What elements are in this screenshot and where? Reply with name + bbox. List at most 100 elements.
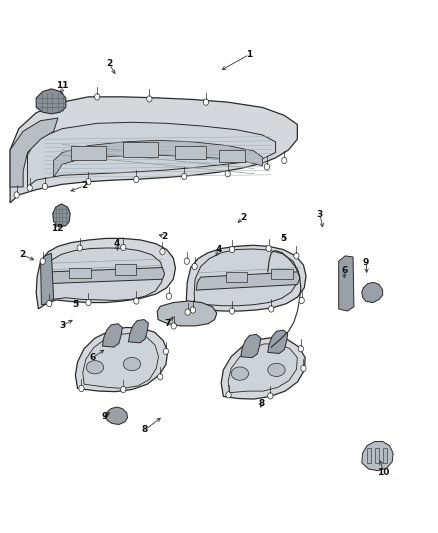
Text: 11: 11 — [56, 80, 69, 90]
Polygon shape — [47, 268, 165, 285]
Text: 2: 2 — [19, 251, 25, 260]
Polygon shape — [221, 337, 305, 399]
Circle shape — [192, 263, 197, 270]
Circle shape — [40, 258, 46, 264]
Circle shape — [268, 393, 273, 399]
Text: 2: 2 — [106, 60, 113, 68]
Bar — [69, 268, 91, 278]
Circle shape — [182, 173, 187, 180]
Ellipse shape — [268, 364, 285, 376]
Circle shape — [14, 192, 19, 198]
Circle shape — [47, 301, 52, 307]
Ellipse shape — [231, 367, 249, 380]
Circle shape — [95, 94, 100, 100]
Bar — [367, 448, 371, 463]
Polygon shape — [83, 333, 159, 389]
Circle shape — [226, 392, 231, 398]
Text: 9: 9 — [363, 258, 369, 266]
Polygon shape — [41, 253, 53, 305]
Text: 3: 3 — [59, 321, 65, 330]
Circle shape — [298, 345, 304, 352]
Polygon shape — [228, 344, 297, 393]
Circle shape — [79, 385, 84, 392]
Bar — [226, 272, 247, 282]
Circle shape — [147, 96, 152, 102]
Circle shape — [166, 293, 172, 300]
Polygon shape — [268, 330, 288, 353]
Polygon shape — [53, 140, 262, 177]
Ellipse shape — [123, 358, 141, 370]
Text: 5: 5 — [280, 235, 286, 244]
Circle shape — [160, 248, 165, 255]
Bar — [383, 448, 387, 463]
Circle shape — [171, 322, 177, 329]
Circle shape — [203, 99, 208, 106]
Bar — [219, 150, 245, 161]
Polygon shape — [362, 282, 383, 303]
Polygon shape — [128, 319, 148, 343]
Text: 2: 2 — [162, 232, 168, 241]
Circle shape — [294, 253, 299, 259]
Polygon shape — [53, 204, 70, 227]
Polygon shape — [36, 238, 176, 309]
Bar — [176, 146, 206, 159]
Polygon shape — [105, 407, 127, 424]
Ellipse shape — [86, 361, 104, 374]
Circle shape — [230, 308, 235, 314]
Circle shape — [190, 307, 195, 313]
Polygon shape — [157, 301, 217, 326]
Circle shape — [86, 179, 91, 185]
Circle shape — [230, 246, 235, 253]
Circle shape — [134, 298, 139, 304]
Polygon shape — [10, 97, 297, 203]
Polygon shape — [44, 248, 163, 304]
Bar — [271, 269, 293, 279]
Text: 7: 7 — [164, 319, 171, 328]
Circle shape — [301, 365, 306, 372]
Polygon shape — [186, 245, 306, 314]
Text: 8: 8 — [258, 399, 265, 408]
Polygon shape — [194, 249, 298, 310]
Polygon shape — [28, 122, 276, 187]
Text: 1: 1 — [246, 50, 253, 59]
Polygon shape — [241, 334, 261, 358]
Circle shape — [120, 386, 126, 393]
Circle shape — [77, 245, 82, 251]
Text: 2: 2 — [240, 213, 246, 222]
Circle shape — [134, 176, 139, 183]
Circle shape — [266, 245, 271, 252]
Text: 10: 10 — [377, 468, 390, 477]
Text: 4: 4 — [113, 239, 120, 248]
Circle shape — [299, 297, 304, 304]
Polygon shape — [75, 327, 168, 392]
Polygon shape — [36, 89, 66, 114]
Text: 6: 6 — [341, 266, 347, 275]
Text: 5: 5 — [72, 300, 78, 309]
Circle shape — [264, 164, 269, 170]
Circle shape — [268, 306, 274, 312]
Polygon shape — [196, 272, 300, 290]
Polygon shape — [339, 256, 354, 311]
Circle shape — [158, 374, 163, 380]
Bar — [375, 448, 379, 463]
Circle shape — [27, 185, 32, 191]
Circle shape — [120, 244, 126, 251]
Polygon shape — [362, 441, 393, 471]
Circle shape — [42, 183, 47, 190]
Text: 4: 4 — [216, 245, 222, 254]
Circle shape — [185, 309, 190, 316]
Bar — [123, 142, 158, 157]
Text: 9: 9 — [101, 411, 108, 421]
Polygon shape — [10, 118, 58, 187]
Text: 12: 12 — [51, 224, 64, 233]
Bar — [71, 146, 106, 160]
Polygon shape — [102, 324, 122, 347]
Text: 6: 6 — [90, 353, 96, 362]
Circle shape — [184, 258, 189, 264]
Circle shape — [86, 300, 91, 306]
Circle shape — [163, 348, 169, 354]
Text: 8: 8 — [142, 425, 148, 434]
Circle shape — [225, 171, 230, 177]
Bar — [115, 264, 136, 275]
Circle shape — [282, 157, 287, 164]
